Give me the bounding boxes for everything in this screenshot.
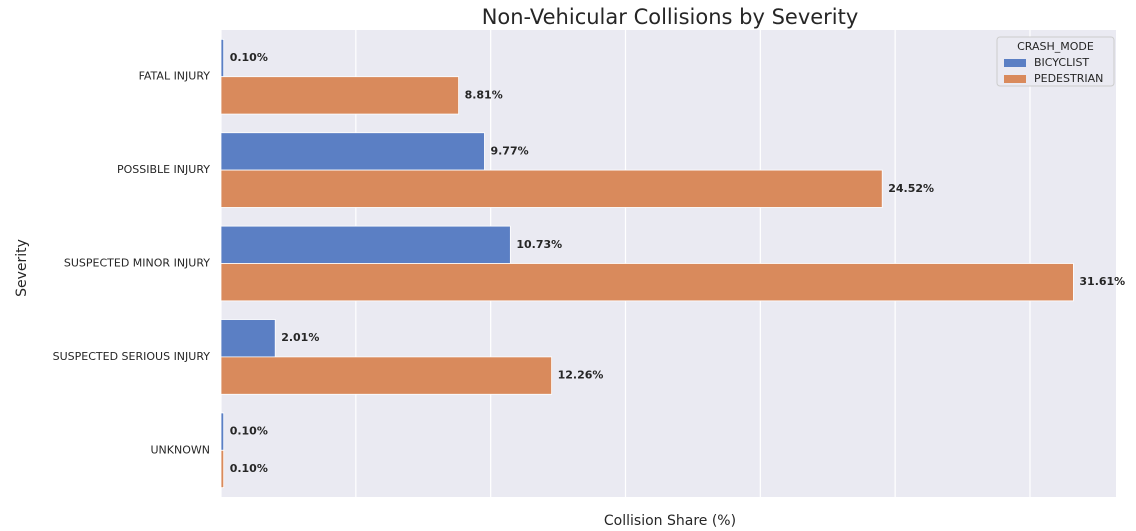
bar <box>220 319 276 358</box>
bar <box>220 412 225 451</box>
data-label: 0.10% <box>230 425 268 438</box>
bar <box>220 449 225 489</box>
bar <box>220 225 511 264</box>
data-label: 24.52% <box>888 182 934 195</box>
y-tick-label: FATAL INJURY <box>139 70 211 83</box>
y-tick-label: UNKNOWN <box>151 443 211 456</box>
legend-swatch <box>1004 75 1026 83</box>
y-tick-label: SUSPECTED MINOR INJURY <box>64 257 210 270</box>
y-tick-label: SUSPECTED SERIOUS INJURY <box>53 350 211 363</box>
bar <box>220 169 883 208</box>
data-label: 8.81% <box>465 88 503 101</box>
bar <box>220 132 485 171</box>
legend-box <box>996 36 1115 87</box>
chart-title: Non-Vehicular Collisions by Severity <box>482 5 859 29</box>
data-label: 0.10% <box>230 462 268 475</box>
y-axis-label: Severity <box>14 239 30 297</box>
data-label: 10.73% <box>516 238 562 251</box>
data-label: 0.10% <box>230 51 268 64</box>
legend-label: PEDESTRIAN <box>1034 72 1103 85</box>
data-label: 9.77% <box>490 144 528 157</box>
data-label: 12.26% <box>558 369 604 382</box>
legend-swatch <box>1004 59 1026 67</box>
bar <box>220 38 225 78</box>
legend-title: CRASH_MODE <box>1017 40 1094 53</box>
bar <box>220 76 459 115</box>
bar <box>220 356 553 395</box>
bar <box>220 263 1074 302</box>
legend-label: BICYCLIST <box>1034 56 1089 69</box>
data-label: 31.61% <box>1079 275 1125 288</box>
y-tick-label: POSSIBLE INJURY <box>117 163 210 176</box>
data-label: 2.01% <box>281 331 319 344</box>
x-axis-label: Collision Share (%) <box>604 513 736 529</box>
